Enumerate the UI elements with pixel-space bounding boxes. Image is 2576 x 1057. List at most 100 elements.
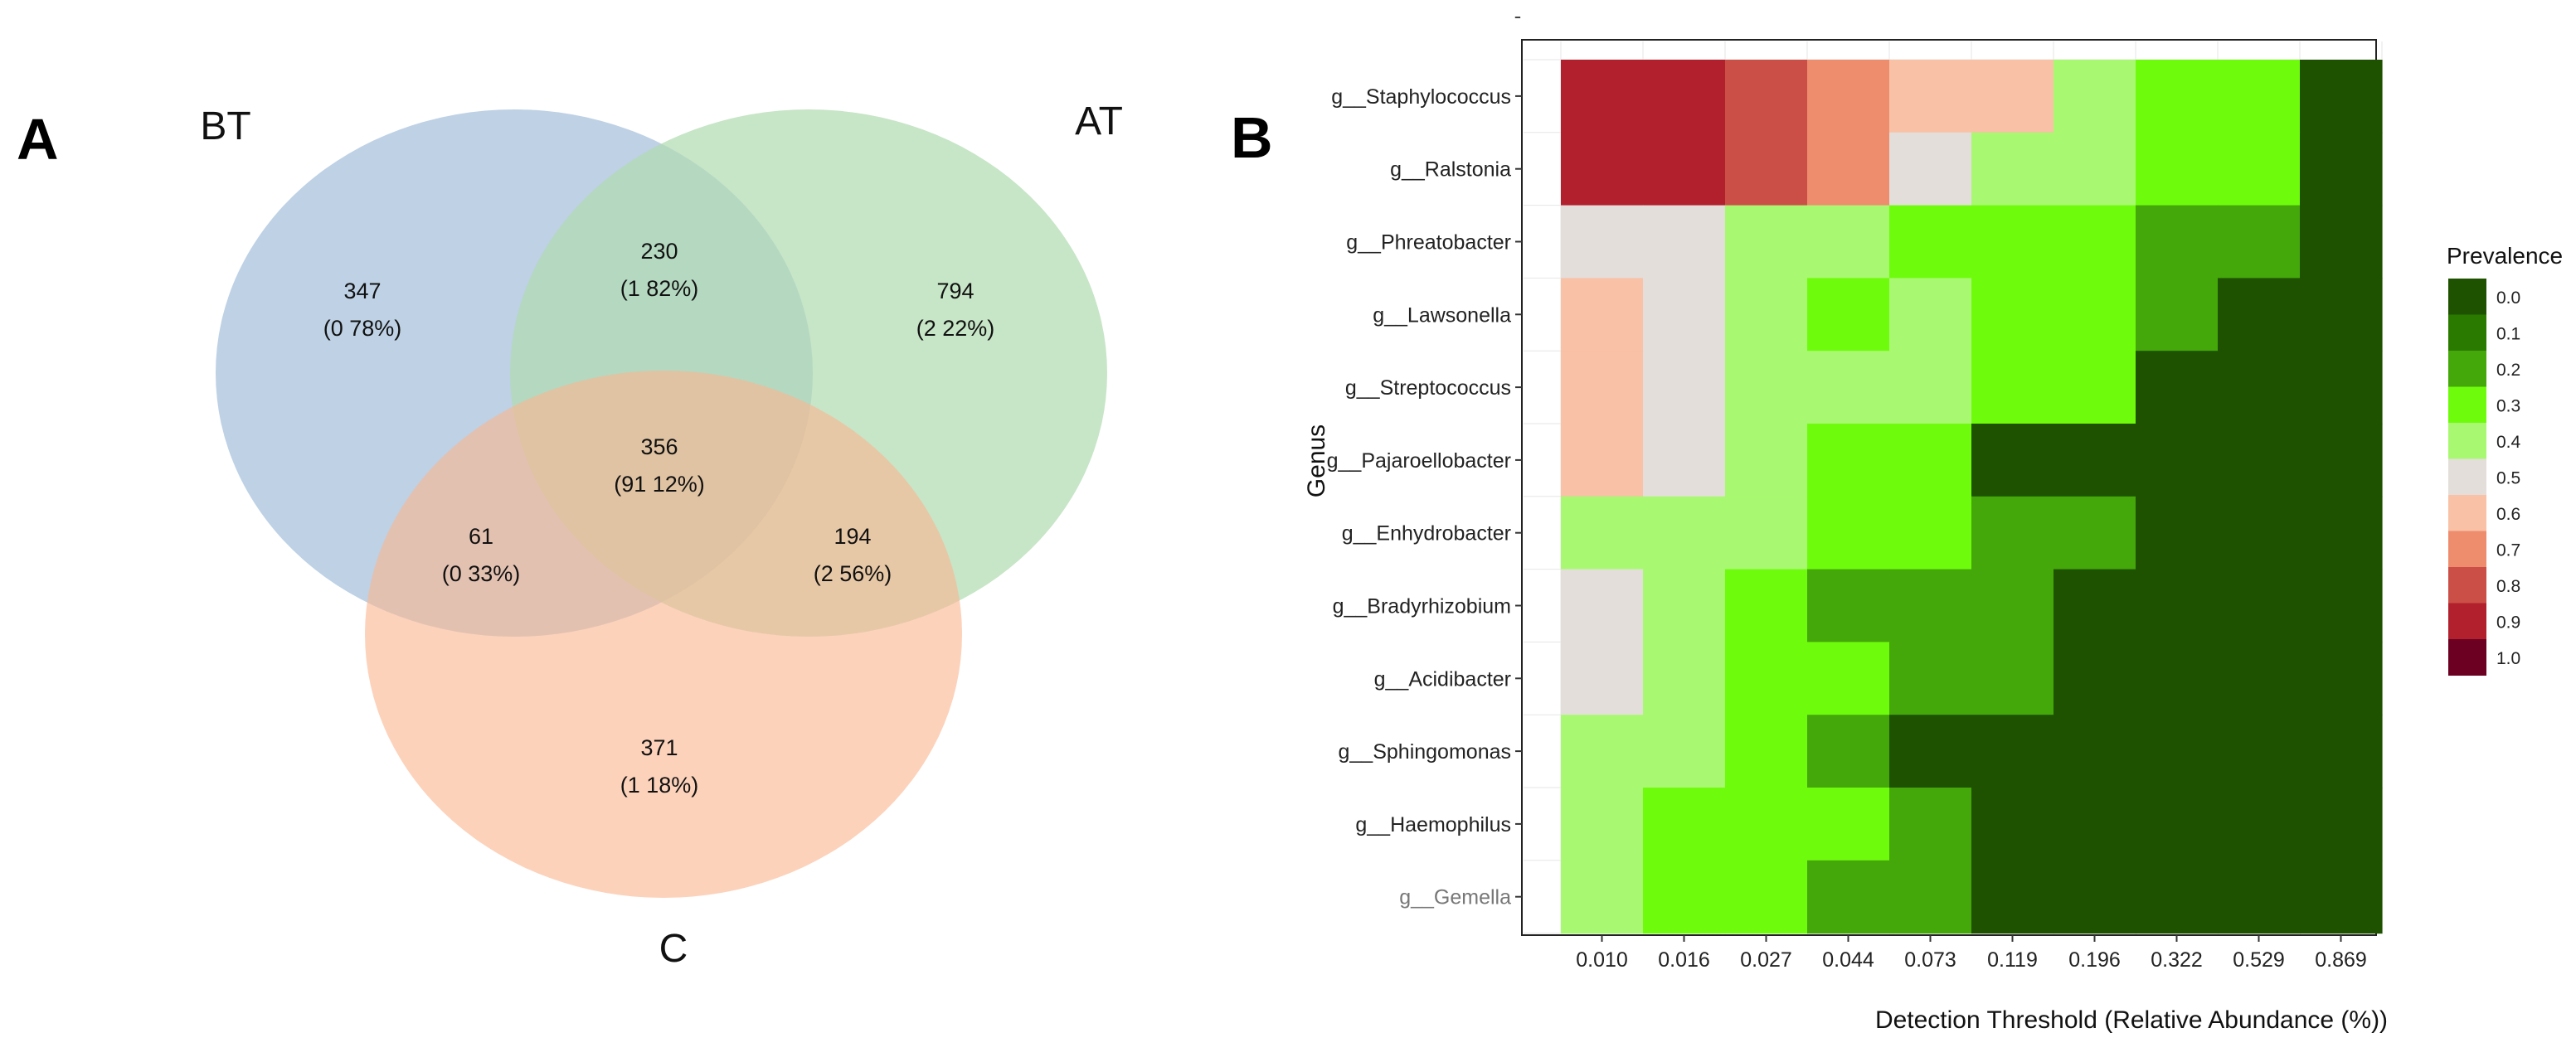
heatmap-cell-g-staphylococcus-0_027 — [1725, 60, 1808, 133]
heatmap-cell-g-acidibacter-0_196 — [2054, 642, 2136, 715]
legend-swatch-0_8 — [2448, 567, 2486, 604]
heatmap-cell-g-lawsonella-0_044 — [1807, 278, 1890, 352]
y-tick-label-g-enhydrobacter: g__Enhydrobacter — [1342, 522, 1511, 545]
heatmap-cell-g-staphylococcus-0_196 — [2054, 60, 2136, 133]
heatmap-cell-g-gemella-0_073 — [1889, 860, 1972, 934]
heatmap-cell-g-streptococcus-0_196 — [2054, 351, 2136, 424]
heatmap-cell-g-phreatobacter-0_016 — [1643, 205, 1726, 279]
heatmap-cell-g-staphylococcus-0_016 — [1643, 60, 1726, 133]
heatmap-cell-g-bradyrhizobium-0_529 — [2218, 569, 2301, 642]
x-tick-label-0_869: 0.869 — [2315, 948, 2367, 972]
heatmap-cell-g-gemella-0_119 — [1971, 860, 2054, 934]
venn-count-at-c: 194 — [834, 524, 871, 549]
heatmap-cell-g-sphingomonas-0_027 — [1725, 715, 1808, 788]
y-tick-label-g-ralstonia: g__Ralstonia — [1390, 158, 1511, 182]
heatmap-cell-g-streptococcus-0_027 — [1725, 351, 1808, 424]
heatmap-cell-g-sphingomonas-0_869 — [2300, 715, 2383, 788]
legend-swatch-0_2 — [2448, 351, 2486, 387]
venn-count-at-only: 794 — [936, 279, 974, 303]
heatmap-cell-g-pajaroellobacter-0_869 — [2300, 424, 2383, 497]
heatmap-cell-g-enhydrobacter-0_196 — [2054, 496, 2136, 570]
heatmap-cell-g-bradyrhizobium-0_027 — [1725, 569, 1808, 642]
heatmap-cell-g-ralstonia-0_196 — [2054, 132, 2136, 206]
heatmap-cell-g-ralstonia-0_119 — [1971, 132, 2054, 206]
heatmap-cell-g-pajaroellobacter-0_196 — [2054, 424, 2136, 497]
x-tick-label-0_073: 0.073 — [1904, 948, 1956, 972]
heatmap-cell-g-acidibacter-0_044 — [1807, 642, 1890, 715]
heatmap-cell-g-haemophilus-0_529 — [2218, 788, 2301, 861]
heatmap-cell-g-enhydrobacter-0_073 — [1889, 496, 1972, 570]
heatmap-cell-g-bradyrhizobium-0_869 — [2300, 569, 2383, 642]
legend-title: Prevalence — [2447, 243, 2563, 269]
heatmap-cell-g-bradyrhizobium-0_119 — [1971, 569, 2054, 642]
heatmap-cell-g-staphylococcus-0_073 — [1889, 60, 1972, 133]
venn-pct-all: (91 12%) — [614, 472, 705, 497]
heatmap-cell-g-lawsonella-0_196 — [2054, 278, 2136, 352]
heatmap-cell-g-acidibacter-0_869 — [2300, 642, 2383, 715]
legend-label-0_3: 0.3 — [2496, 396, 2520, 415]
heatmap-cell-g-ralstonia-0_073 — [1889, 132, 1972, 206]
x-tick-label-0_027: 0.027 — [1740, 948, 1792, 972]
heatmap-cell-g-haemophilus-0_016 — [1643, 788, 1726, 861]
heatmap-cell-g-lawsonella-0_322 — [2136, 278, 2219, 352]
heatmap-cell-g-lawsonella-0_869 — [2300, 278, 2383, 352]
heatmap-cell-g-pajaroellobacter-0_529 — [2218, 424, 2301, 497]
legend-label-0_5: 0.5 — [2496, 468, 2520, 487]
venn-set-label-c: C — [659, 927, 688, 971]
heatmap-cell-g-gemella-0_044 — [1807, 860, 1890, 934]
heatmap-cells — [1561, 60, 2383, 934]
heatmap-cell-g-sphingomonas-0_073 — [1889, 715, 1972, 788]
venn-count-bt-c: 61 — [469, 524, 493, 549]
heatmap-cell-g-staphylococcus-0_529 — [2218, 60, 2301, 133]
heatmap-cell-g-acidibacter-0_073 — [1889, 642, 1972, 715]
heatmap-cell-g-streptococcus-0_010 — [1561, 351, 1644, 424]
heatmap-cell-g-sphingomonas-0_010 — [1561, 715, 1644, 788]
heatmap-cell-g-phreatobacter-0_119 — [1971, 205, 2054, 279]
heatmap-cell-g-sphingomonas-0_016 — [1643, 715, 1726, 788]
y-tick-label-g-staphylococcus: g__Staphylococcus — [1331, 85, 1511, 109]
heatmap-y-ticks: g__Staphylococcus g__Ralstonia g__Phreatob… — [1327, 85, 1522, 909]
venn-count-bt-at: 230 — [640, 239, 678, 264]
legend-swatch-1_0 — [2448, 639, 2486, 676]
heatmap-cell-g-staphylococcus-0_322 — [2136, 60, 2219, 133]
heatmap-cell-g-streptococcus-0_073 — [1889, 351, 1972, 424]
legend-label-0_6: 0.6 — [2496, 505, 2520, 524]
heatmap-cell-g-acidibacter-0_529 — [2218, 642, 2301, 715]
x-tick-label-0_010: 0.010 — [1576, 948, 1628, 972]
heatmap-cell-g-lawsonella-0_010 — [1561, 278, 1644, 352]
stray-dot: - — [1514, 3, 1522, 28]
heatmap-cell-g-ralstonia-0_044 — [1807, 132, 1890, 206]
heatmap-cell-g-gemella-0_869 — [2300, 860, 2383, 934]
heatmap-cell-g-bradyrhizobium-0_044 — [1807, 569, 1890, 642]
x-tick-label-0_016: 0.016 — [1658, 948, 1710, 972]
heatmap-cell-g-haemophilus-0_196 — [2054, 788, 2136, 861]
heatmap-cell-g-ralstonia-0_529 — [2218, 132, 2301, 206]
legend-swatch-0_5 — [2448, 458, 2486, 496]
y-axis-title: Genus — [1303, 424, 1330, 497]
y-tick-label-g-gemella: g__Gemella — [1399, 886, 1511, 909]
y-tick-label-g-streptococcus: g__Streptococcus — [1345, 376, 1511, 400]
heatmap-cell-g-acidibacter-0_322 — [2136, 642, 2219, 715]
y-tick-label-g-pajaroellobacter: g__Pajaroellobacter — [1327, 449, 1511, 473]
heatmap-cell-g-enhydrobacter-0_010 — [1561, 496, 1644, 570]
venn-pct-at-c: (2 56%) — [814, 561, 892, 586]
legend-label-0_2: 0.2 — [2496, 361, 2520, 380]
heatmap-cell-g-ralstonia-0_010 — [1561, 132, 1644, 206]
legend-swatch-0_1 — [2448, 314, 2486, 352]
heatmap-cell-g-streptococcus-0_322 — [2136, 351, 2219, 424]
heatmap-cell-g-phreatobacter-0_529 — [2218, 205, 2301, 279]
heatmap-cell-g-staphylococcus-0_119 — [1971, 60, 2054, 133]
heatmap-cell-g-bradyrhizobium-0_322 — [2136, 569, 2219, 642]
legend-label-0_4: 0.4 — [2496, 433, 2521, 452]
x-tick-label-0_119: 0.119 — [1987, 948, 2038, 972]
legend-label-0_1: 0.1 — [2496, 324, 2520, 343]
heatmap-cell-g-phreatobacter-0_869 — [2300, 205, 2383, 279]
panel-a: A BT AT C 347 (0 78%) 230 (1 82%) 794 (2… — [17, 99, 1123, 971]
heatmap-cell-g-staphylococcus-0_869 — [2300, 60, 2383, 133]
heatmap-cell-g-phreatobacter-0_073 — [1889, 205, 1972, 279]
heatmap-cell-g-enhydrobacter-0_016 — [1643, 496, 1726, 570]
heatmap-cell-g-acidibacter-0_016 — [1643, 642, 1726, 715]
heatmap-cell-g-bradyrhizobium-0_073 — [1889, 569, 1972, 642]
heatmap-cell-g-enhydrobacter-0_869 — [2300, 496, 2383, 570]
heatmap-cell-g-ralstonia-0_016 — [1643, 132, 1726, 206]
